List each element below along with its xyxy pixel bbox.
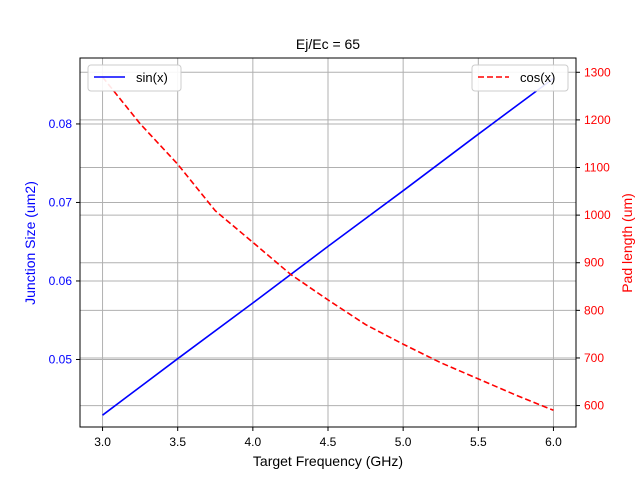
y-right-tick-label: 1200 [584,113,611,127]
series-layer [101,76,554,416]
axis-layer: 3.0 3.5 4.0 4.5 5.0 5.5 6.0 0.05 0.06 0.07 0.08 600… [49,65,611,449]
y-left-tick-label: 0.08 [49,117,73,131]
y-axis-left-label: Junction Size (um2) [22,181,38,305]
legend-right: cos(x) [471,64,569,92]
chart-title: Ej/Ec = 65 [296,36,360,52]
x-tick-label: 5.5 [470,435,487,449]
y-left-tick-label: 0.07 [49,195,73,209]
x-tick-label: 5.0 [395,435,412,449]
x-tick-label: 4.5 [320,435,337,449]
legend-right-box [471,64,569,92]
y-right-tick-label: 800 [584,303,604,317]
legend-label-cos: cos(x) [520,70,555,85]
y-right-tick-label: 1000 [584,208,611,222]
y-left-tick-label: 0.06 [49,274,73,288]
x-axis-label: Target Frequency (GHz) [253,453,403,469]
x-tick-label: 4.0 [245,435,262,449]
x-tick-label: 3.5 [169,435,186,449]
legend-left-box [87,64,182,92]
y-axis-right-label: Pad length (um) [619,193,635,293]
series-line-cos [101,76,554,412]
legend-label-sin: sin(x) [136,70,168,85]
series-line-sin [102,77,554,416]
y-right-tick-label: 900 [584,256,604,270]
y-right-tick-label: 700 [584,351,604,365]
x-tick-label: 3.0 [94,435,111,449]
x-tick-label: 6.0 [545,435,562,449]
y-right-tick-label: 1100 [584,161,610,175]
y-right-tick-label: 600 [584,399,604,413]
y-left-tick-label: 0.05 [49,352,73,366]
y-right-tick-label: 1300 [584,65,611,79]
legend-left: sin(x) [87,64,182,92]
